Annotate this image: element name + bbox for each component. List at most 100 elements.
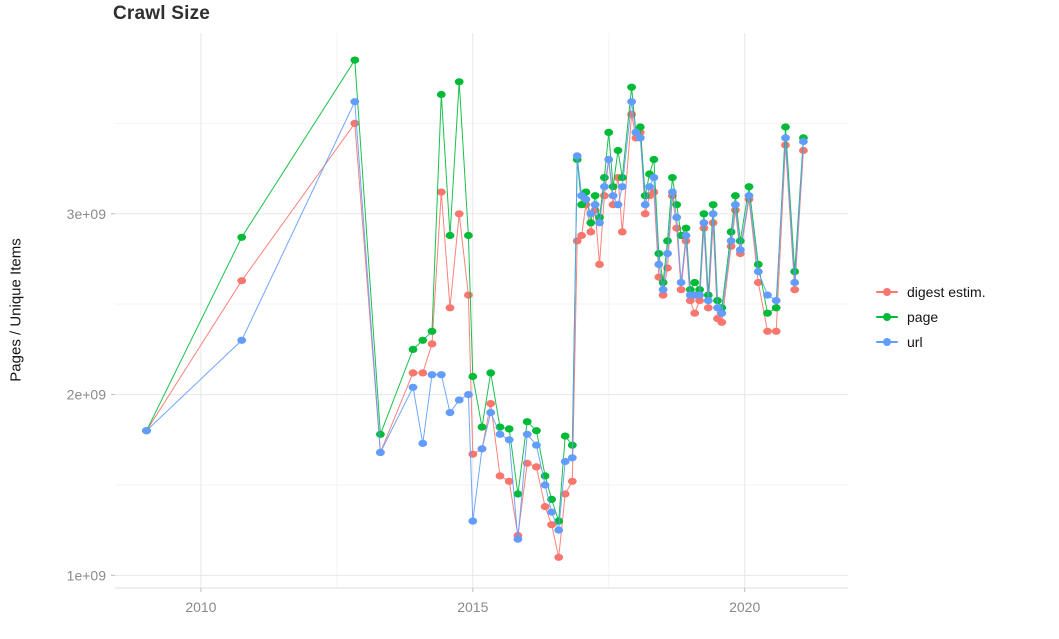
data-point-page — [627, 83, 636, 91]
data-point-url — [654, 260, 664, 268]
data-point-digest-estim- — [790, 286, 800, 294]
data-point-url — [445, 409, 455, 417]
data-point-url — [237, 336, 247, 344]
data-point-url — [676, 278, 686, 287]
data-point-url — [613, 201, 623, 209]
data-point-page — [731, 192, 740, 200]
data-point-url — [513, 535, 523, 543]
data-point-page — [613, 146, 623, 155]
data-point-digest-estim- — [799, 146, 808, 155]
data-point-url — [560, 457, 570, 466]
data-point-page — [560, 432, 570, 440]
x-tick-label: 2015 — [457, 599, 488, 615]
data-point-url — [631, 128, 641, 136]
data-point-url — [504, 436, 514, 444]
data-point-url — [771, 297, 781, 305]
legend-label-url: url — [907, 334, 923, 350]
data-point-url — [744, 192, 754, 200]
data-point-page — [763, 309, 772, 317]
data-point-page — [513, 490, 523, 498]
data-point-digest-estim- — [771, 327, 781, 335]
data-point-page — [554, 517, 564, 525]
y-tick-label: 2e+09 — [67, 387, 107, 403]
data-point-url — [547, 508, 556, 516]
data-point-page — [504, 425, 514, 433]
data-point-digest-estim- — [464, 291, 473, 299]
data-point-url — [418, 439, 428, 447]
data-point-url — [540, 481, 550, 489]
data-point-url — [468, 517, 478, 525]
data-point-digest-estim- — [560, 490, 570, 498]
data-point-digest-estim- — [572, 237, 582, 245]
data-point-page — [237, 233, 247, 241]
data-point-url — [649, 174, 659, 182]
data-point-digest-estim- — [695, 297, 704, 305]
data-point-page — [600, 174, 609, 182]
data-point-url — [486, 409, 496, 417]
data-point-digest-estim- — [532, 463, 541, 471]
data-point-page — [454, 78, 464, 86]
data-point-url — [681, 231, 691, 240]
data-point-url — [695, 291, 704, 299]
data-point-digest-estim- — [350, 119, 360, 127]
data-point-page — [468, 372, 478, 381]
data-point-page — [654, 250, 664, 258]
data-point-url — [645, 183, 654, 191]
legend-item-digest-estim: digest estim. — [876, 284, 986, 300]
data-point-page — [635, 123, 645, 131]
data-point-digest-estim- — [617, 228, 627, 236]
data-point-url — [753, 268, 763, 276]
data-point-digest-estim- — [685, 297, 695, 305]
data-point-page — [608, 183, 618, 191]
data-point-page — [464, 231, 473, 240]
data-point-url — [427, 371, 437, 379]
data-point-url — [790, 278, 800, 287]
data-point-digest-estim- — [567, 477, 577, 485]
data-point-url — [604, 155, 614, 164]
data-point-url — [799, 137, 808, 146]
data-point-page — [532, 427, 541, 435]
data-point-page — [350, 56, 360, 64]
data-point-digest-estim- — [753, 278, 763, 287]
data-point-digest-estim- — [468, 450, 478, 458]
data-point-digest-estim- — [237, 277, 247, 285]
chart-title: Crawl Size — [113, 3, 211, 24]
data-point-page — [649, 155, 659, 164]
data-point-url — [522, 430, 532, 438]
data-point-page — [681, 224, 691, 232]
data-point-url — [581, 195, 591, 203]
data-point-url — [731, 201, 740, 209]
data-point-digest-estim- — [540, 503, 550, 511]
data-point-page — [790, 268, 800, 276]
data-point-digest-estim- — [454, 210, 464, 218]
data-point-digest-estim- — [408, 369, 418, 377]
data-point-page — [735, 237, 745, 245]
data-point-url — [590, 201, 600, 209]
data-point-page — [376, 430, 385, 438]
data-point-page — [436, 90, 446, 99]
data-point-page — [658, 278, 668, 287]
legend-swatch-page-icon — [876, 311, 898, 323]
data-point-page — [604, 128, 614, 136]
data-point-page — [427, 327, 437, 335]
data-point-url — [376, 448, 385, 456]
data-point-digest-estim- — [427, 340, 437, 348]
data-point-url — [663, 250, 672, 258]
data-point-digest-estim- — [554, 553, 564, 561]
data-point-url — [586, 210, 596, 218]
x-tick-label: 2010 — [185, 599, 216, 615]
data-point-digest-estim- — [504, 477, 514, 485]
data-point-digest-estim- — [445, 304, 455, 312]
y-tick-label: 1e+09 — [67, 567, 107, 583]
data-point-page — [522, 418, 532, 426]
data-point-digest-estim- — [547, 521, 556, 529]
data-point-url — [595, 219, 604, 227]
data-point-page — [540, 472, 550, 480]
data-point-page — [668, 174, 677, 182]
data-point-url — [717, 309, 727, 317]
data-point-digest-estim- — [595, 260, 604, 268]
y-axis-title: Pages / Unique Items — [7, 238, 25, 382]
data-point-url — [668, 188, 677, 196]
data-point-digest-estim- — [436, 188, 446, 196]
data-point-page — [418, 336, 428, 344]
